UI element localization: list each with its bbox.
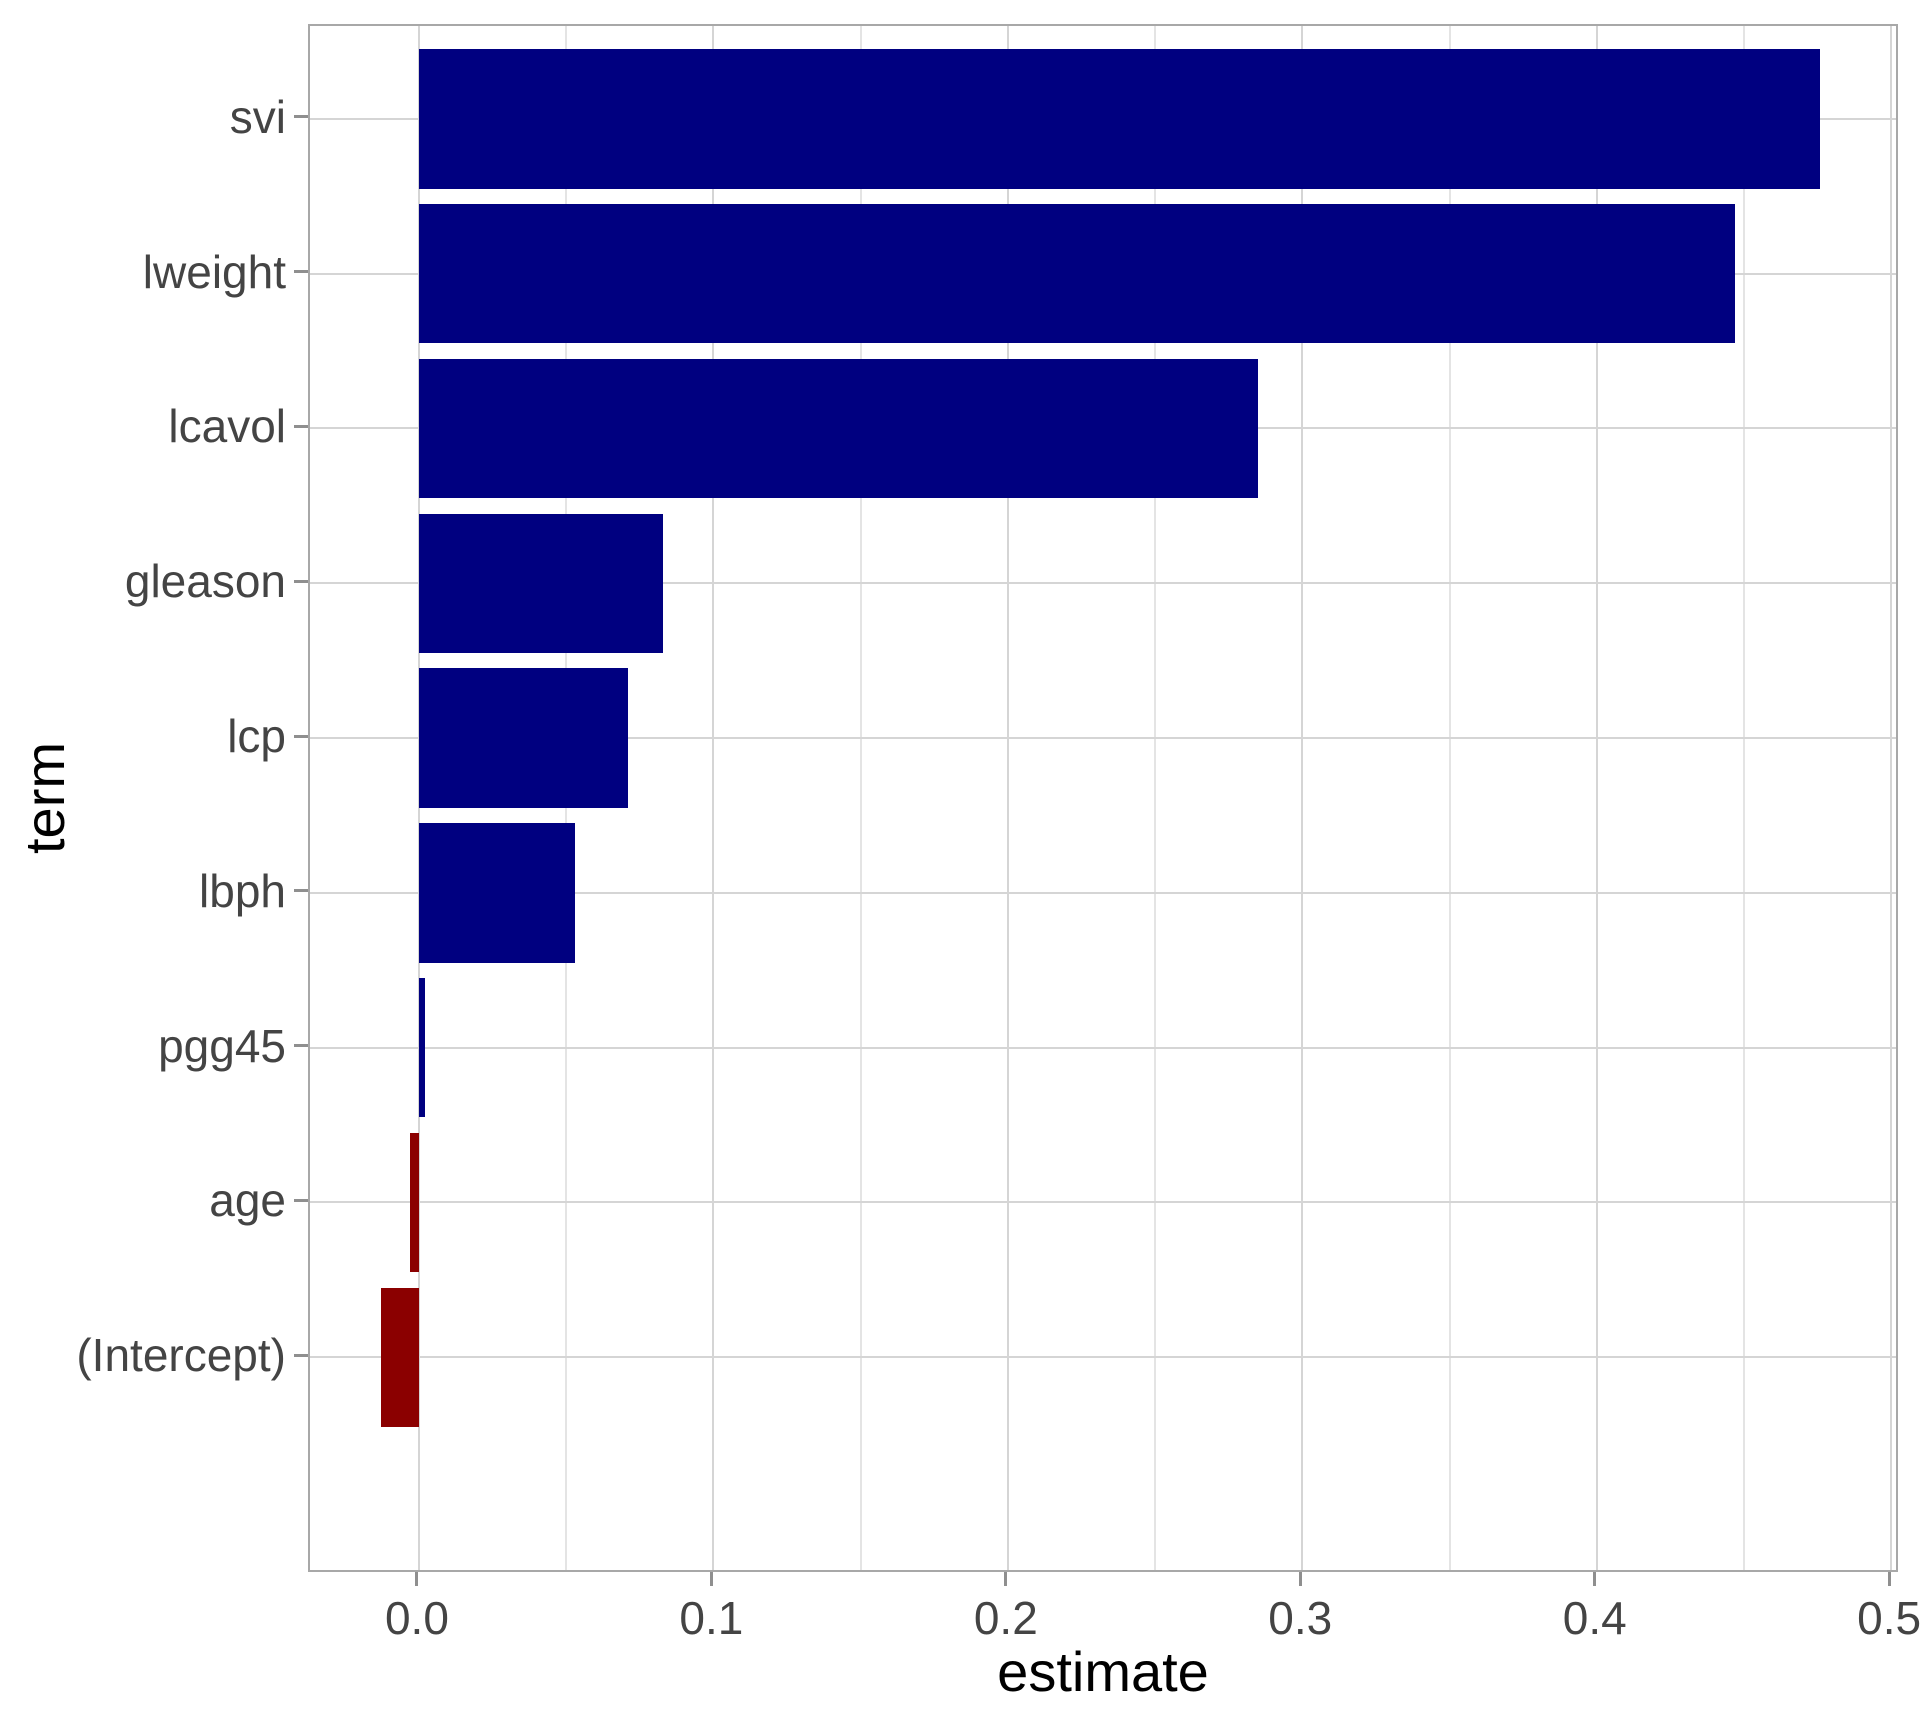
- plot-panel: [308, 24, 1898, 1572]
- x-tick-label: 0.5: [1857, 1592, 1920, 1644]
- y-major-gridline: [310, 891, 1896, 894]
- x-minor-gridline: [1448, 26, 1451, 1570]
- bar-intercept: [380, 1287, 419, 1427]
- x-tick-label: 0.0: [384, 1592, 449, 1644]
- x-minor-gridline: [1742, 26, 1745, 1570]
- x-minor-gridline: [859, 26, 862, 1570]
- x-tick: [709, 1572, 713, 1586]
- y-tick: [294, 1044, 308, 1048]
- x-major-gridline: [712, 26, 715, 1570]
- y-tick: [294, 734, 308, 738]
- y-tick-label-gleason: gleason: [124, 555, 286, 608]
- x-tick: [1887, 1572, 1891, 1586]
- y-tick-label-intercept: (Intercept): [76, 1329, 286, 1382]
- bar-lbph: [418, 823, 575, 963]
- y-major-gridline: [310, 582, 1896, 585]
- x-major-gridline: [1006, 26, 1009, 1570]
- x-tick: [1004, 1572, 1008, 1586]
- y-tick-label-svi: svi: [229, 90, 286, 143]
- x-tick: [415, 1572, 419, 1586]
- bar-lweight: [418, 204, 1736, 344]
- bar-lcavol: [418, 358, 1259, 499]
- y-tick-label-lbph: lbph: [199, 864, 286, 917]
- bar-lcp: [418, 668, 628, 808]
- y-axis-title: term: [13, 742, 76, 854]
- x-major-gridline: [1301, 26, 1304, 1570]
- bar-gleason: [418, 513, 664, 653]
- y-tick: [294, 424, 308, 428]
- x-minor-gridline: [1154, 26, 1157, 1570]
- y-major-gridline: [310, 737, 1896, 740]
- y-tick: [294, 1353, 308, 1357]
- x-major-gridline: [1890, 26, 1893, 1570]
- bar-svi: [418, 49, 1821, 189]
- x-tick-label: 0.4: [1562, 1592, 1627, 1644]
- y-tick-label-lcp: lcp: [227, 710, 286, 763]
- y-tick-label-pgg45: pgg45: [158, 1019, 286, 1072]
- x-tick-label: 0.3: [1268, 1592, 1333, 1644]
- y-tick: [294, 115, 308, 119]
- x-tick: [1298, 1572, 1302, 1586]
- y-tick-label-lcavol: lcavol: [168, 400, 286, 453]
- x-tick: [1593, 1572, 1597, 1586]
- bar-age: [410, 1132, 419, 1273]
- y-major-gridline: [310, 1201, 1896, 1204]
- bar-pgg45: [418, 978, 425, 1118]
- y-tick: [294, 889, 308, 893]
- x-major-gridline: [1595, 26, 1598, 1570]
- y-tick-label-lweight: lweight: [142, 245, 286, 298]
- x-tick-label: 0.2: [973, 1592, 1038, 1644]
- y-major-gridline: [310, 1046, 1896, 1049]
- x-axis-title: estimate: [997, 1640, 1209, 1703]
- y-major-gridline: [310, 1356, 1896, 1359]
- y-tick: [294, 270, 308, 274]
- y-tick: [294, 1198, 308, 1202]
- x-tick-label: 0.1: [679, 1592, 744, 1644]
- y-tick: [294, 579, 308, 583]
- y-tick-label-age: age: [209, 1174, 286, 1227]
